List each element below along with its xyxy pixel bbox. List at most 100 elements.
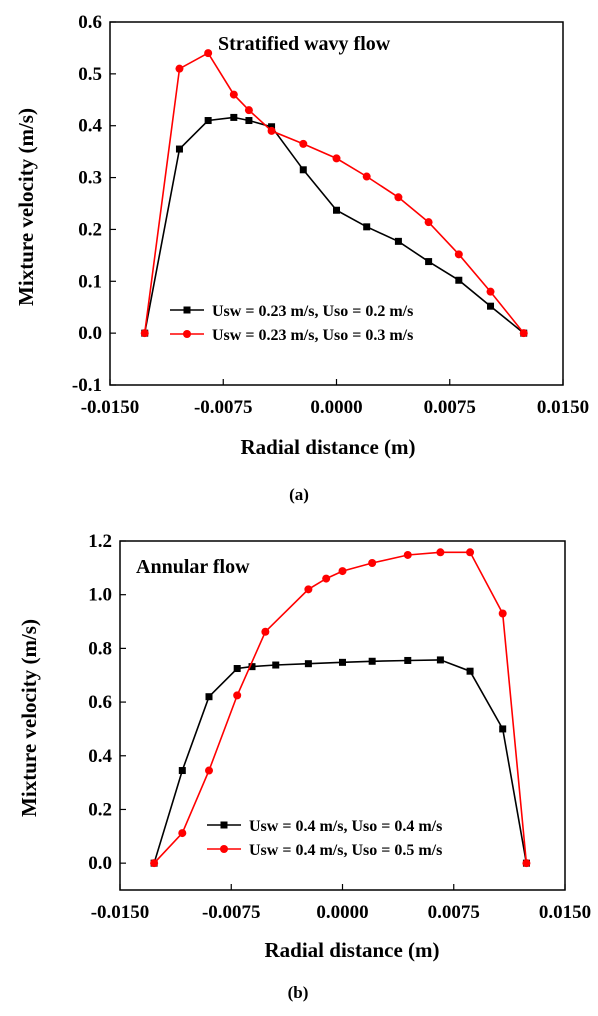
data-point [466, 667, 474, 675]
data-point [436, 548, 445, 557]
data-point [299, 166, 307, 174]
data-point [175, 145, 183, 153]
y-tick-label: 0.2 [88, 799, 112, 820]
data-point [205, 766, 213, 775]
legend-marker [220, 845, 228, 853]
x-tick-label: 0.0000 [310, 397, 362, 418]
chart-title-a: Stratified wavy flow [218, 33, 391, 55]
data-point [466, 548, 475, 557]
data-point [175, 64, 184, 73]
panel-label-a: (a) [289, 485, 309, 504]
data-point [519, 329, 528, 338]
x-axis-title-b: Radial distance (m) [265, 938, 440, 962]
series-line-2 [153, 551, 528, 864]
data-point [304, 585, 313, 594]
data-point [229, 90, 238, 99]
data-point [425, 258, 433, 266]
y-tick-label: 0.3 [78, 168, 102, 189]
legend-marker [183, 306, 191, 314]
data-point [150, 859, 159, 868]
legend-entry-2: Usw = 0.4 m/s, Uso = 0.5 m/s [249, 842, 442, 859]
data-point [522, 859, 531, 868]
legend-marker [183, 330, 191, 338]
chart-panel-a: -0.0150 -0.0075 0.0000 0.0075 0.0150 -0.1 0.0 0… [14, 12, 589, 504]
x-tick-label: -0.0075 [194, 397, 253, 418]
data-point [140, 329, 149, 338]
data-point [455, 276, 463, 284]
x-tick-label: 0.0150 [539, 902, 591, 923]
data-point [404, 656, 412, 664]
x-tick-label: -0.0150 [81, 397, 140, 418]
y-tick-label: 0.5 [78, 64, 102, 85]
y-tick-label: 0.0 [88, 853, 112, 874]
y-axis-title-a: Mixture velocity (m/s) [14, 108, 38, 306]
data-point [403, 550, 412, 559]
data-point [272, 661, 280, 669]
data-point [233, 665, 241, 673]
x-tick-label: 0.0000 [316, 902, 368, 923]
data-point [498, 609, 507, 618]
data-point [424, 218, 433, 227]
data-point [394, 193, 403, 202]
y-tick-label: 1.2 [88, 531, 112, 552]
data-point [486, 287, 495, 296]
y-tick-label: 0.6 [78, 12, 102, 33]
data-point [362, 172, 371, 181]
x-tick-label: 0.0150 [537, 397, 589, 418]
data-point [268, 123, 276, 131]
x-tick-label: 0.0075 [428, 902, 480, 923]
panel-label-b: (b) [288, 983, 309, 1002]
chart-title-b: Annular flow [136, 556, 250, 578]
series-line-1 [143, 116, 525, 334]
y-tick-label: 0.6 [88, 692, 112, 713]
data-point [178, 767, 186, 775]
x-tick-label: -0.0075 [202, 902, 261, 923]
series-line-1 [153, 659, 528, 864]
legend-entry-1: Usw = 0.4 m/s, Uso = 0.4 m/s [249, 818, 442, 835]
data-point [436, 656, 444, 664]
x-tick-label: 0.0075 [424, 397, 476, 418]
data-point [499, 725, 507, 733]
data-point [338, 567, 347, 576]
data-point [322, 574, 331, 583]
data-point [178, 829, 187, 838]
data-point [394, 237, 402, 245]
data-point [205, 693, 213, 701]
y-axis-title-b: Mixture velocity (m/s) [17, 619, 41, 817]
data-point [368, 559, 377, 568]
data-point [245, 117, 253, 125]
data-point [299, 139, 308, 148]
data-point [454, 250, 463, 259]
y-tick-label: 0.4 [88, 746, 112, 767]
data-point [204, 117, 212, 125]
data-point [204, 49, 213, 58]
y-tick-label: 0.4 [78, 116, 102, 137]
y-tick-label: 0.2 [78, 219, 102, 240]
legend-marker [220, 821, 228, 829]
data-point [333, 206, 340, 214]
data-point [233, 691, 242, 700]
data-point [339, 658, 346, 666]
legend-entry-2: Usw = 0.23 m/s, Uso = 0.3 m/s [212, 327, 413, 344]
data-point [368, 657, 376, 665]
y-tick-label: 0.0 [78, 323, 102, 344]
data-point [230, 113, 238, 121]
y-tick-label: 0.1 [78, 271, 102, 292]
y-tick-label: 0.8 [88, 638, 112, 659]
data-point [363, 223, 371, 231]
y-tick-label: -0.1 [72, 375, 102, 396]
data-point [487, 302, 495, 310]
data-point [332, 154, 341, 163]
data-point [261, 627, 270, 636]
data-point [267, 126, 276, 135]
legend-entry-1: Usw = 0.23 m/s, Uso = 0.2 m/s [212, 303, 413, 320]
x-tick-label: -0.0150 [91, 902, 150, 923]
x-axis-title-a: Radial distance (m) [241, 435, 416, 459]
series-line-2 [143, 52, 525, 334]
data-point [304, 660, 312, 668]
y-tick-label: 1.0 [88, 585, 112, 606]
data-point [248, 663, 256, 671]
chart-panel-b: -0.0150 -0.0075 0.0000 0.0075 0.0150 0.0 0.2 0.… [17, 531, 591, 1002]
data-point [244, 106, 253, 115]
